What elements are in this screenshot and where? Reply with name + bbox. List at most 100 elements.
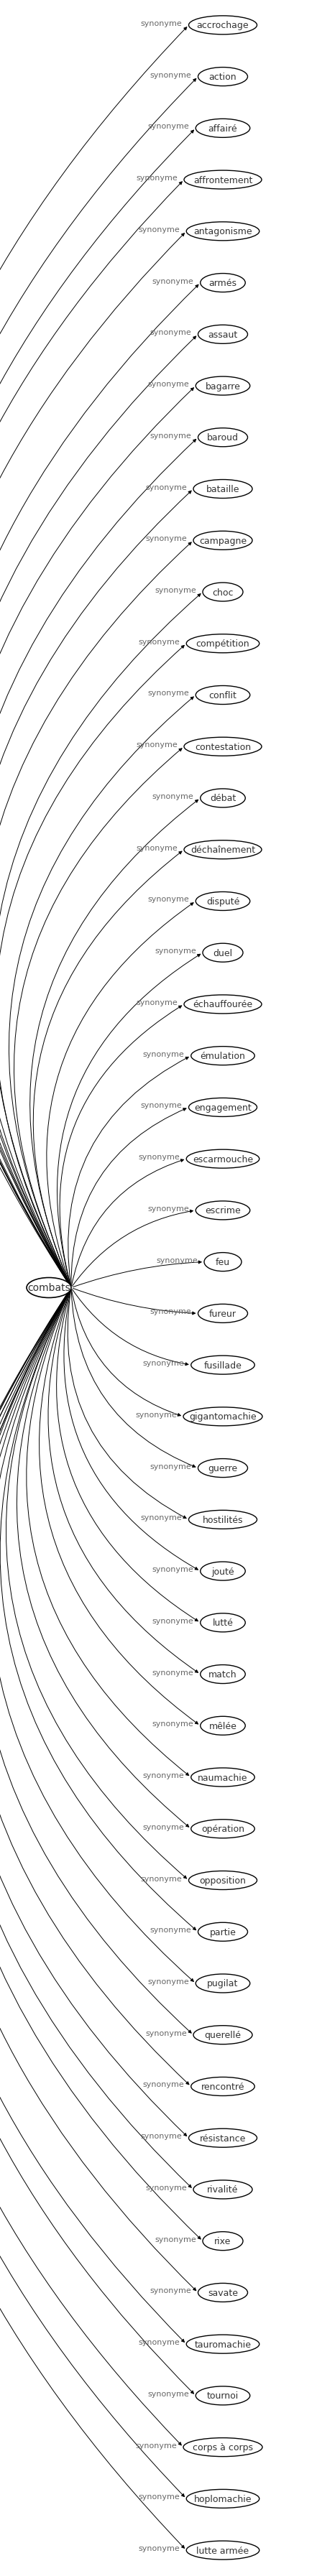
Text: querellé: querellé <box>204 2030 241 2040</box>
Text: guerre: guerre <box>208 1463 238 1473</box>
Ellipse shape <box>200 1664 245 1685</box>
Ellipse shape <box>193 2179 252 2200</box>
Ellipse shape <box>189 1510 257 1530</box>
FancyArrowPatch shape <box>39 1291 198 1723</box>
Text: compétition: compétition <box>196 639 250 649</box>
Text: synonyme: synonyme <box>136 845 178 853</box>
Text: synonyme: synonyme <box>141 1103 182 1110</box>
Text: synonyme: synonyme <box>136 742 178 750</box>
Text: synonyme: synonyme <box>150 2287 191 2295</box>
Text: synonyme: synonyme <box>152 793 194 801</box>
FancyArrowPatch shape <box>0 1291 194 1981</box>
Text: lutté: lutté <box>212 1618 233 1628</box>
Ellipse shape <box>196 118 250 139</box>
FancyArrowPatch shape <box>72 1291 188 1365</box>
Text: débat: débat <box>210 793 236 804</box>
Ellipse shape <box>186 1149 259 1170</box>
Text: hostilités: hostilités <box>203 1515 243 1525</box>
Text: synonyme: synonyme <box>141 2133 182 2141</box>
Text: synonyme: synonyme <box>138 2545 180 2553</box>
Ellipse shape <box>183 2437 262 2458</box>
Text: action: action <box>209 72 237 82</box>
FancyArrowPatch shape <box>0 1291 194 2393</box>
Text: synonyme: synonyme <box>138 2339 180 2347</box>
FancyArrowPatch shape <box>72 1291 181 1417</box>
Text: déchaînement: déchaînement <box>191 845 255 855</box>
FancyArrowPatch shape <box>0 1291 184 2496</box>
Text: partie: partie <box>210 1927 236 1937</box>
Text: opposition: opposition <box>199 1875 246 1886</box>
Ellipse shape <box>193 531 252 551</box>
Text: choc: choc <box>212 587 233 598</box>
Ellipse shape <box>183 1406 262 1427</box>
Text: synonyme: synonyme <box>155 587 196 595</box>
FancyArrowPatch shape <box>0 80 196 1285</box>
Ellipse shape <box>200 1613 245 1633</box>
Text: baroud: baroud <box>207 433 239 443</box>
Text: lutte armée: lutte armée <box>197 2545 249 2555</box>
FancyArrowPatch shape <box>0 1291 191 2187</box>
Text: duel: duel <box>213 948 233 958</box>
Ellipse shape <box>198 428 248 448</box>
FancyArrowPatch shape <box>6 1291 187 1878</box>
Ellipse shape <box>200 1716 245 1736</box>
Text: opération: opération <box>201 1824 244 1834</box>
Text: synonyme: synonyme <box>150 1927 191 1935</box>
Text: rencontré: rencontré <box>201 2081 245 2092</box>
Text: jouté: jouté <box>211 1566 234 1577</box>
FancyArrowPatch shape <box>68 1056 189 1285</box>
Ellipse shape <box>191 1355 255 1376</box>
FancyArrowPatch shape <box>0 1291 184 2342</box>
FancyArrowPatch shape <box>64 1291 198 1569</box>
Text: synonyme: synonyme <box>150 72 191 80</box>
Text: synonyme: synonyme <box>145 2030 187 2038</box>
FancyArrowPatch shape <box>0 1291 201 2239</box>
Text: gigantomachie: gigantomachie <box>189 1412 256 1422</box>
FancyArrowPatch shape <box>0 286 198 1285</box>
FancyArrowPatch shape <box>72 1211 193 1285</box>
Text: tournoi: tournoi <box>207 2391 239 2401</box>
Text: résistance: résistance <box>200 2133 246 2143</box>
Text: synonyme: synonyme <box>152 1721 194 1728</box>
Text: synonyme: synonyme <box>148 1978 189 1986</box>
Text: synonyme: synonyme <box>152 1566 194 1574</box>
Text: bataille: bataille <box>206 484 240 495</box>
Text: synonyme: synonyme <box>143 1824 184 1832</box>
FancyArrowPatch shape <box>0 1291 184 2548</box>
FancyArrowPatch shape <box>0 1291 187 2136</box>
Text: affrontement: affrontement <box>193 175 252 185</box>
Text: fureur: fureur <box>209 1309 236 1319</box>
FancyArrowPatch shape <box>0 183 182 1285</box>
FancyArrowPatch shape <box>0 1291 189 2084</box>
Ellipse shape <box>198 1458 248 1479</box>
Text: synonyme: synonyme <box>141 1515 182 1522</box>
FancyArrowPatch shape <box>0 647 184 1285</box>
Ellipse shape <box>189 2128 257 2148</box>
Text: synonyme: synonyme <box>143 1772 184 1780</box>
Text: synonyme: synonyme <box>145 536 187 544</box>
FancyArrowPatch shape <box>48 1291 198 1672</box>
FancyArrowPatch shape <box>0 131 194 1285</box>
Text: affairé: affairé <box>208 124 237 134</box>
Ellipse shape <box>196 891 250 912</box>
Text: pugilat: pugilat <box>207 1978 238 1989</box>
Text: match: match <box>209 1669 237 1680</box>
Ellipse shape <box>203 2231 243 2251</box>
Ellipse shape <box>203 943 243 963</box>
Text: antagonisme: antagonisme <box>193 227 252 237</box>
Ellipse shape <box>200 273 245 294</box>
Text: combats: combats <box>27 1283 70 1293</box>
Text: accrochage: accrochage <box>197 21 249 31</box>
FancyArrowPatch shape <box>0 492 191 1285</box>
Text: synonyme: synonyme <box>143 1051 184 1059</box>
Text: naumachie: naumachie <box>198 1772 248 1783</box>
Text: fusillade: fusillade <box>204 1360 242 1370</box>
Ellipse shape <box>184 737 262 757</box>
Ellipse shape <box>196 1973 250 1994</box>
FancyArrowPatch shape <box>60 1007 182 1285</box>
Ellipse shape <box>191 2076 255 2097</box>
Text: campagne: campagne <box>199 536 247 546</box>
FancyArrowPatch shape <box>0 1291 181 2445</box>
Text: synonyme: synonyme <box>145 484 187 492</box>
Ellipse shape <box>198 325 248 345</box>
